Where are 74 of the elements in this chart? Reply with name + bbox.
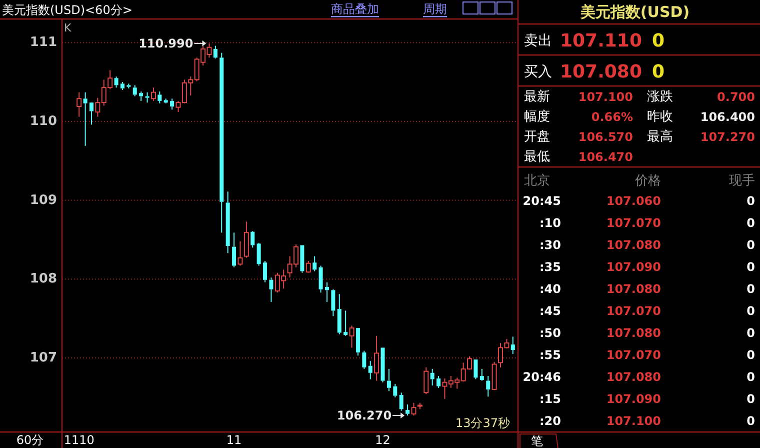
text: 20:46 (522, 370, 561, 384)
text: K (64, 22, 72, 34)
text: 107.110 (560, 30, 642, 52)
text: 0 (746, 304, 755, 318)
text: 0 (746, 392, 755, 406)
text: 美元指数(USD) (579, 3, 690, 21)
text: 107.270 (700, 130, 755, 144)
text: 106.400 (700, 110, 755, 124)
text: 现手 (729, 174, 755, 188)
text: 107.080 (606, 238, 661, 252)
text: 商品叠加 (331, 2, 379, 16)
y-tick-label: 108 (30, 272, 57, 287)
text: 0 (652, 30, 665, 52)
text: 0 (746, 216, 755, 230)
text: :55 (540, 348, 561, 362)
text: 0 (746, 348, 755, 362)
text: 107.090 (606, 260, 661, 274)
text: 0 (746, 414, 755, 428)
text: 107.070 (606, 304, 661, 318)
text: 昨收 (647, 110, 673, 124)
text: 最新 (524, 90, 550, 104)
x-tick-label: 1110 (64, 433, 94, 447)
text: :50 (540, 326, 561, 340)
text: :20 (540, 414, 561, 428)
text: 卖出 (524, 33, 552, 49)
text: 107.070 (606, 348, 661, 362)
text: 开盘 (524, 130, 550, 144)
text: 最高 (647, 128, 673, 144)
text: 107.080 (560, 62, 642, 82)
text: 周期 (423, 2, 447, 16)
text: 北京 (524, 174, 550, 188)
text: 0.66% (591, 110, 633, 124)
text: 最低 (524, 150, 550, 164)
text: 107.070 (606, 216, 661, 230)
y-tick-label: 110 (30, 114, 57, 129)
annotation: 13分37秒 (455, 416, 510, 430)
y-tick-label: 111 (30, 35, 57, 50)
text: 107.060 (606, 194, 661, 208)
x-tick-label: 12 (375, 433, 390, 447)
text: 106.470 (578, 150, 633, 164)
text: 0 (746, 326, 755, 340)
text: 107.100 (606, 414, 661, 428)
text: 0 (746, 194, 755, 208)
text: 20:45 (522, 194, 561, 208)
y-tick-label: 107 (30, 350, 57, 366)
y-tick-label: 109 (30, 192, 57, 208)
text: :35 (540, 260, 561, 274)
text: 买入 (524, 64, 552, 80)
text: 幅度 (524, 108, 550, 124)
text: 0 (652, 62, 665, 82)
text: 0 (746, 260, 755, 274)
text: :40 (540, 282, 561, 296)
text: 106.570 (578, 130, 633, 144)
text: 107.080 (606, 326, 661, 340)
text: :45 (540, 304, 561, 318)
annotation: 110.990 (138, 36, 194, 50)
text: 0.700 (717, 90, 755, 104)
annotation: 106.270 (336, 408, 392, 422)
text: :30 (540, 238, 561, 252)
text: 107.090 (606, 392, 661, 406)
text: 0 (746, 282, 755, 296)
text: 60分 (16, 433, 44, 447)
text: 笔 (531, 434, 543, 448)
x-tick-label: 11 (226, 433, 242, 447)
text: 涨跌 (647, 90, 673, 104)
text: 107.080 (606, 282, 661, 296)
text: 0 (746, 370, 755, 384)
text: 价格 (634, 174, 661, 188)
text: 0 (746, 238, 755, 252)
chart-title: 美元指数(USD)<60分> (2, 3, 132, 17)
text: :10 (540, 216, 561, 230)
text: 107.080 (606, 370, 661, 384)
text: 107.100 (578, 90, 633, 104)
text: :15 (540, 392, 561, 406)
